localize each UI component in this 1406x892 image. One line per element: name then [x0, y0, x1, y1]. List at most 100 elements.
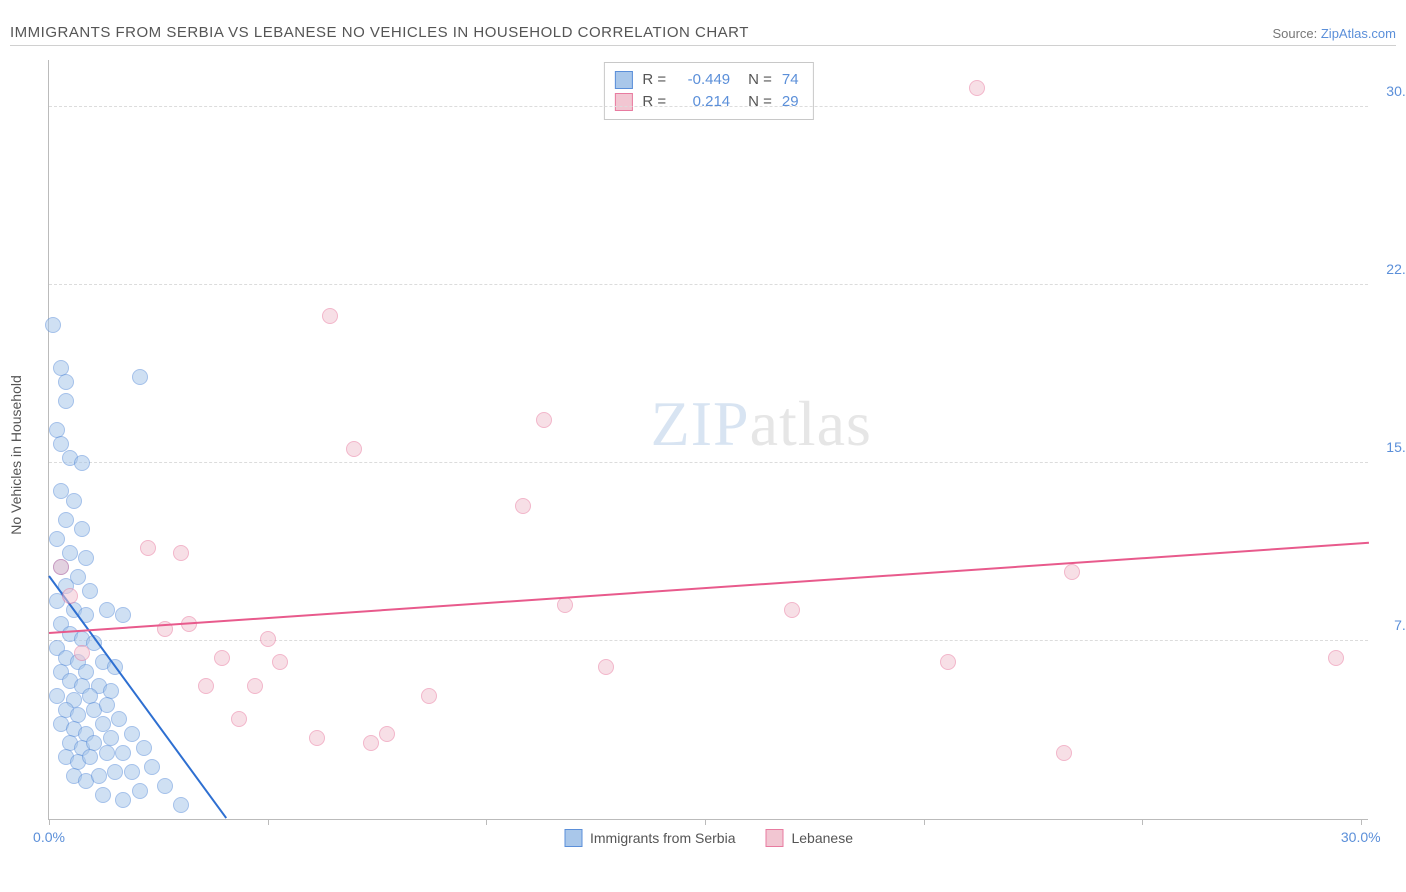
scatter-point-lebanese — [198, 678, 214, 694]
scatter-point-lebanese — [784, 602, 800, 618]
r-value: 0.214 — [676, 91, 730, 113]
scatter-point-lebanese — [173, 545, 189, 561]
scatter-point-serbia — [124, 764, 140, 780]
scatter-point-serbia — [58, 374, 74, 390]
scatter-point-serbia — [124, 726, 140, 742]
scatter-point-serbia — [144, 759, 160, 775]
scatter-point-lebanese — [309, 730, 325, 746]
x-tick — [268, 819, 269, 825]
scatter-point-lebanese — [598, 659, 614, 675]
scatter-point-serbia — [107, 764, 123, 780]
scatter-point-lebanese — [1064, 564, 1080, 580]
scatter-point-serbia — [66, 493, 82, 509]
scatter-point-serbia — [136, 740, 152, 756]
y-tick-label: 7.5% — [1394, 617, 1406, 633]
scatter-point-serbia — [99, 697, 115, 713]
scatter-point-serbia — [62, 545, 78, 561]
scatter-point-lebanese — [214, 650, 230, 666]
x-tick — [1142, 819, 1143, 825]
scatter-point-serbia — [132, 369, 148, 385]
scatter-point-lebanese — [231, 711, 247, 727]
watermark-thin: atlas — [750, 388, 872, 459]
correlation-legend-row: R = 0.214 N = 29 — [614, 91, 798, 113]
n-value: 29 — [782, 91, 799, 113]
scatter-point-lebanese — [272, 654, 288, 670]
source-prefix: Source: — [1272, 26, 1320, 41]
scatter-point-lebanese — [536, 412, 552, 428]
gridline — [49, 640, 1368, 641]
r-label: R = — [642, 91, 666, 113]
scatter-point-lebanese — [62, 588, 78, 604]
legend-label: Lebanese — [791, 830, 853, 846]
scatter-point-serbia — [78, 550, 94, 566]
legend-swatch — [614, 93, 632, 111]
scatter-point-lebanese — [260, 631, 276, 647]
gridline — [49, 462, 1368, 463]
n-label: N = — [748, 69, 772, 91]
scatter-point-lebanese — [247, 678, 263, 694]
scatter-point-serbia — [115, 745, 131, 761]
scatter-point-lebanese — [557, 597, 573, 613]
scatter-point-lebanese — [379, 726, 395, 742]
scatter-point-lebanese — [1056, 745, 1072, 761]
scatter-point-lebanese — [515, 498, 531, 514]
source-link[interactable]: ZipAtlas.com — [1321, 26, 1396, 41]
scatter-point-serbia — [115, 607, 131, 623]
legend-swatch — [614, 71, 632, 89]
scatter-point-serbia — [82, 583, 98, 599]
scatter-point-lebanese — [53, 559, 69, 575]
header-bar: IMMIGRANTS FROM SERBIA VS LEBANESE NO VE… — [10, 22, 1396, 46]
chart-area: No Vehicles in Household ZIPatlas R =-0.… — [48, 60, 1388, 850]
x-tick — [1361, 819, 1362, 825]
scatter-point-serbia — [74, 521, 90, 537]
series-legend: Immigrants from Serbia Lebanese — [564, 829, 853, 847]
scatter-point-lebanese — [940, 654, 956, 670]
scatter-point-lebanese — [74, 645, 90, 661]
scatter-point-lebanese — [140, 540, 156, 556]
scatter-point-lebanese — [363, 735, 379, 751]
x-tick — [705, 819, 706, 825]
scatter-point-serbia — [99, 602, 115, 618]
series-legend-item: Immigrants from Serbia — [564, 829, 735, 847]
scatter-point-serbia — [115, 792, 131, 808]
scatter-point-serbia — [45, 317, 61, 333]
x-tick — [49, 819, 50, 825]
y-tick-label: 30.0% — [1386, 83, 1406, 99]
n-label: N = — [748, 91, 772, 113]
legend-swatch — [765, 829, 783, 847]
scatter-point-serbia — [82, 749, 98, 765]
y-tick-label: 15.0% — [1386, 439, 1406, 455]
watermark-bold: ZIP — [651, 388, 750, 459]
plot-area: ZIPatlas R =-0.449N =74R =0.214N =29 Imm… — [48, 60, 1368, 820]
scatter-point-serbia — [58, 512, 74, 528]
n-value: 74 — [782, 69, 799, 91]
legend-swatch — [564, 829, 582, 847]
scatter-point-serbia — [58, 393, 74, 409]
scatter-point-serbia — [49, 531, 65, 547]
y-tick-label: 22.5% — [1386, 261, 1406, 277]
x-tick — [924, 819, 925, 825]
scatter-point-serbia — [74, 455, 90, 471]
series-legend-item: Lebanese — [765, 829, 853, 847]
scatter-point-serbia — [99, 745, 115, 761]
source-credit: Source: ZipAtlas.com — [1272, 26, 1396, 41]
legend-label: Immigrants from Serbia — [590, 830, 735, 846]
watermark: ZIPatlas — [651, 387, 872, 461]
scatter-point-lebanese — [346, 441, 362, 457]
scatter-point-lebanese — [1328, 650, 1344, 666]
r-label: R = — [642, 69, 666, 91]
scatter-point-serbia — [132, 783, 148, 799]
correlation-legend-row: R = -0.449 N = 74 — [614, 69, 798, 91]
x-tick — [486, 819, 487, 825]
r-value: -0.449 — [676, 69, 730, 91]
scatter-point-lebanese — [969, 80, 985, 96]
x-tick-label: 30.0% — [1341, 829, 1381, 845]
scatter-point-serbia — [95, 787, 111, 803]
scatter-point-serbia — [173, 797, 189, 813]
gridline — [49, 106, 1368, 107]
y-axis-label: No Vehicles in Household — [8, 375, 24, 535]
scatter-point-lebanese — [322, 308, 338, 324]
scatter-point-serbia — [91, 768, 107, 784]
scatter-point-lebanese — [421, 688, 437, 704]
x-tick-label: 0.0% — [33, 829, 65, 845]
